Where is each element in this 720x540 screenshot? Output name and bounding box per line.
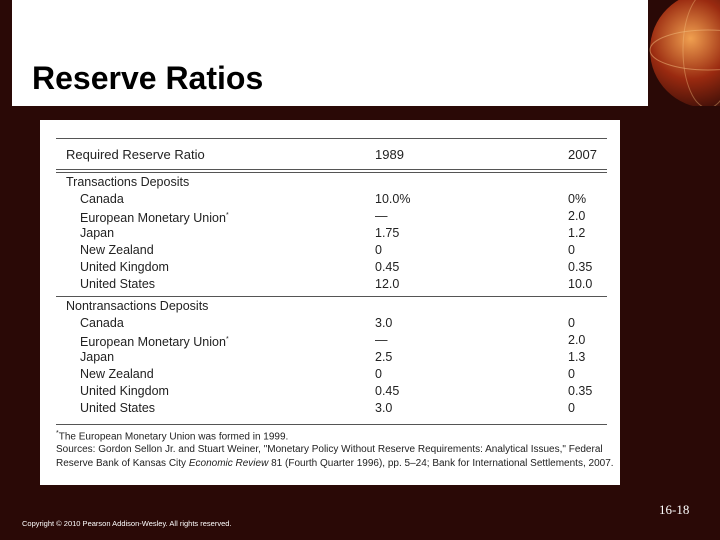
- column-header: 1989: [375, 147, 404, 162]
- row-label: United States: [80, 401, 155, 415]
- row-label: European Monetary Union*: [80, 333, 229, 349]
- cell: 0: [375, 243, 382, 257]
- row-label-text: New Zealand: [80, 367, 154, 381]
- section-label: Nontransactions Deposits: [66, 299, 209, 313]
- cell: 3.0: [375, 401, 393, 415]
- cell: 10.0: [568, 277, 593, 291]
- cell: —: [375, 333, 388, 347]
- cell: 0.35: [568, 384, 593, 398]
- row-label: United Kingdom: [80, 260, 169, 274]
- column-header: 2007: [568, 147, 597, 162]
- cell: 1.3: [568, 350, 586, 364]
- rule: [56, 296, 607, 297]
- row-label-text: United Kingdom: [80, 384, 169, 398]
- cell: 2.5: [375, 350, 393, 364]
- slide-number: 16-18: [659, 502, 690, 517]
- footnote: *The European Monetary Union was formed …: [56, 430, 288, 442]
- sources-text: Reserve Bank of Kansas City: [56, 458, 189, 469]
- globe-decoration: [648, 0, 720, 106]
- cell: —: [375, 209, 388, 223]
- row-label-text: United States: [80, 401, 156, 415]
- cell: 0.35: [568, 260, 593, 274]
- rule: [56, 169, 607, 170]
- cell: 2.0: [568, 209, 586, 223]
- row-label: Japan: [80, 350, 114, 364]
- row-label-text: Japan: [80, 226, 115, 240]
- cell: 0: [375, 367, 382, 381]
- cell: 0.45: [375, 384, 400, 398]
- rule: [56, 138, 607, 139]
- cell: 1.75: [375, 226, 400, 240]
- sources: Reserve Bank of Kansas City Economic Rev…: [56, 458, 614, 469]
- copyright: Copyright © 2010 Pearson Addison-Wesley.…: [22, 519, 232, 528]
- cell: 0: [568, 316, 575, 330]
- row-label-text: New Zealand: [80, 243, 154, 257]
- row-label-text: Canada: [80, 316, 124, 330]
- row-label-text: United States: [80, 277, 156, 291]
- cell: 3.0: [375, 316, 393, 330]
- row-label: United Kingdom: [80, 384, 169, 398]
- cell: 0: [568, 401, 575, 415]
- row-label-text: Canada: [80, 192, 124, 206]
- footnote-text: The European Monetary Union was formed i…: [58, 431, 289, 443]
- cell: 0.45: [375, 260, 400, 274]
- header-band: Reserve Ratios: [12, 0, 648, 106]
- column-header: Required Reserve Ratio: [66, 147, 205, 162]
- cell: 2.0: [568, 333, 586, 347]
- row-label: New Zealand: [80, 367, 154, 381]
- cell: 0: [568, 243, 575, 257]
- rule: [56, 424, 607, 425]
- footnote-marker: *: [225, 212, 229, 219]
- cell: 0: [568, 367, 575, 381]
- table-panel: Required Reserve Ratio 1989 2007 Transactio…: [40, 120, 620, 485]
- rule: [56, 172, 607, 173]
- sources: Sources: Gordon Sellon Jr. and Stuart We…: [56, 444, 603, 455]
- footnote-marker: *: [225, 336, 229, 343]
- row-label: European Monetary Union*: [80, 209, 229, 225]
- sources-text: 81 (Fourth Quarter 1996), pp. 5–24; Bank…: [268, 458, 614, 469]
- section-label: Transactions Deposits: [66, 175, 190, 189]
- row-label: New Zealand: [80, 243, 154, 257]
- sources-journal: Economic Review: [188, 458, 269, 469]
- title: Reserve Ratios: [32, 60, 264, 96]
- cell: 1.2: [568, 226, 586, 240]
- row-label-text: European Monetary Union: [80, 211, 226, 226]
- cell: 12.0: [375, 277, 400, 291]
- row-label-text: United Kingdom: [80, 260, 169, 274]
- cell: 10.0%: [375, 192, 411, 206]
- row-label: Japan: [80, 226, 114, 240]
- row-label-text: Japan: [80, 350, 115, 364]
- footnote-marker: *: [56, 430, 59, 437]
- cell: 0%: [568, 192, 587, 206]
- row-label-text: European Monetary Union: [80, 335, 226, 350]
- row-label: United States: [80, 277, 155, 291]
- row-label: Canada: [80, 316, 124, 330]
- row-label: Canada: [80, 192, 124, 206]
